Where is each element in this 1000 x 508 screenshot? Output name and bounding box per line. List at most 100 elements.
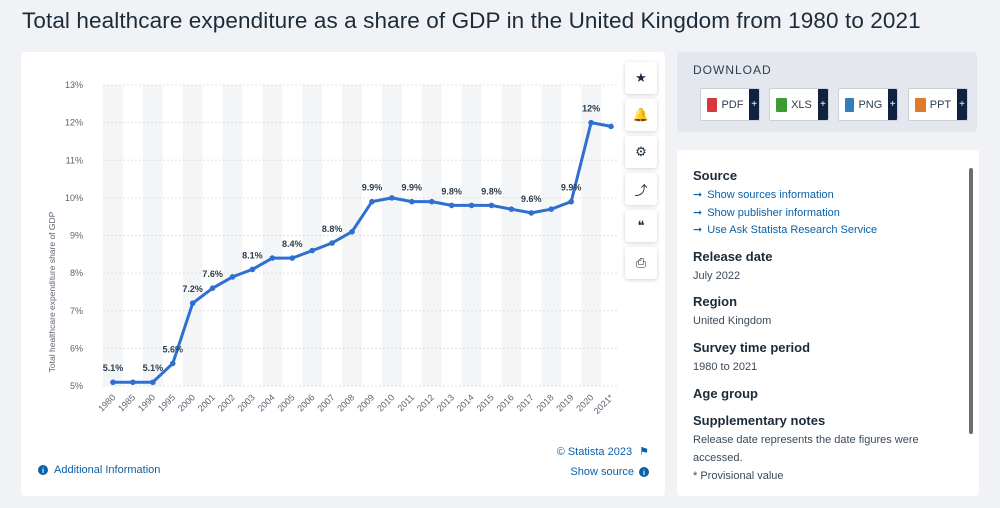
release-date-heading: Release date (693, 249, 773, 264)
show-source-link[interactable]: Show source i (570, 466, 649, 478)
supplementary-notes-heading: Supplementary notes (693, 413, 826, 428)
region-heading: Region (693, 294, 738, 309)
gear-icon: ⚙ (635, 144, 647, 159)
x-tick-label: 2014 (455, 392, 476, 413)
x-tick-label: 1990 (136, 392, 157, 413)
info-icon: i (38, 465, 48, 475)
y-tick-label: 5% (70, 381, 83, 391)
ask-statista-link[interactable]: ➞ Use Ask Statista Research Service (693, 223, 878, 237)
data-point[interactable] (110, 379, 116, 386)
scrollbar[interactable] (969, 168, 973, 434)
data-point[interactable] (428, 198, 435, 205)
data-label: 12% (582, 104, 600, 114)
data-point[interactable] (528, 210, 535, 216)
release-date-value: July 2022 (693, 270, 741, 282)
bell-button[interactable]: 🔔 (625, 99, 657, 131)
data-label: 7.2% (182, 284, 203, 294)
data-point[interactable] (548, 206, 555, 212)
details-panel: Source ➞ Show sources information ➞ Show p… (677, 150, 979, 496)
data-point[interactable] (588, 119, 594, 126)
data-point[interactable] (468, 202, 475, 209)
plus-icon[interactable]: + (749, 89, 759, 120)
page-title: Total healthcare expenditure as a share … (22, 8, 921, 33)
data-point[interactable] (289, 255, 296, 261)
arrow-right-icon: ➞ (693, 224, 703, 236)
y-tick-label: 6% (70, 343, 83, 353)
data-point[interactable] (488, 202, 495, 209)
data-point[interactable] (369, 198, 375, 205)
x-tick-label: 2008 (335, 392, 356, 413)
additional-information-link[interactable]: i Additional Information (38, 464, 160, 476)
x-tick-label: 1980 (96, 392, 117, 413)
data-point[interactable] (209, 285, 216, 291)
data-point[interactable] (508, 206, 515, 212)
download-png-button[interactable]: PNG + (838, 88, 898, 121)
plus-icon[interactable]: + (957, 89, 967, 120)
y-tick-label: 10% (65, 193, 83, 203)
x-tick-label: 2009 (355, 392, 376, 413)
x-tick-label: 2007 (315, 392, 336, 413)
show-publisher-label: Show publisher information (707, 206, 840, 219)
quote-icon: ❝ (637, 218, 645, 233)
show-sources-link[interactable]: ➞ Show sources information (693, 188, 834, 202)
plus-icon[interactable]: + (888, 89, 897, 120)
print-button[interactable]: ⎙ (625, 247, 657, 279)
download-title: DOWNLOAD (693, 63, 772, 77)
ask-statista-label: Use Ask Statista Research Service (707, 223, 878, 236)
plus-icon[interactable]: + (817, 89, 828, 120)
info-icon: i (639, 467, 649, 477)
data-label: 9.6% (521, 194, 542, 204)
download-pdf-button[interactable]: PDF + (700, 88, 760, 121)
data-point[interactable] (608, 123, 614, 130)
data-label: 9.9% (561, 183, 582, 193)
x-tick-label: 2016 (495, 392, 516, 413)
star-button[interactable]: ★ (625, 62, 657, 94)
arrow-right-icon: ➞ (693, 207, 703, 219)
gear-button[interactable]: ⚙ (625, 136, 657, 168)
data-point[interactable] (150, 379, 156, 386)
data-point[interactable] (568, 198, 574, 205)
data-label: 5.1% (103, 363, 124, 373)
png-file-icon (845, 97, 855, 112)
data-point[interactable] (448, 202, 455, 209)
bell-icon: 🔔 (632, 107, 650, 122)
download-label: PPT (929, 98, 952, 111)
data-point[interactable] (309, 247, 316, 254)
copyright-text: © Statista 2023 (556, 446, 633, 458)
data-point[interactable] (189, 300, 196, 307)
download-label: XLS (791, 98, 812, 111)
data-point[interactable] (249, 266, 256, 273)
data-label: 7.6% (202, 269, 223, 279)
x-tick-label: 1985 (116, 392, 137, 413)
age-group-heading: Age group (693, 386, 758, 401)
quote-button[interactable]: ❝ (625, 210, 657, 242)
data-point[interactable] (269, 255, 276, 261)
download-xls-button[interactable]: XLS + (769, 88, 829, 121)
data-point[interactable] (229, 274, 236, 280)
copyright[interactable]: © Statista 2023 ⚑ (557, 445, 649, 458)
data-label: 9.9% (402, 183, 423, 193)
series-line (113, 121, 612, 384)
data-point[interactable] (389, 195, 395, 201)
data-point[interactable] (169, 360, 176, 367)
x-tick-label: 2000 (176, 392, 197, 413)
data-point[interactable] (130, 379, 136, 386)
download-label: PNG (858, 98, 883, 111)
x-tick-label: 2015 (475, 392, 496, 413)
share-icon: ⤴ (634, 182, 648, 198)
survey-period-value: 1980 to 2021 (693, 361, 758, 373)
data-label: 5.6% (163, 344, 184, 354)
data-label: 9.8% (441, 186, 462, 196)
data-point[interactable] (409, 198, 415, 205)
data-point[interactable] (329, 240, 335, 246)
share-button[interactable]: ⤴ (625, 173, 657, 205)
x-tick-label: 2011 (395, 392, 416, 413)
y-tick-label: 13% (65, 80, 83, 90)
data-point[interactable] (349, 228, 355, 235)
print-icon: ⎙ (635, 255, 647, 270)
x-tick-label: 2006 (295, 392, 316, 413)
show-publisher-link[interactable]: ➞ Show publisher information (693, 206, 840, 220)
y-axis-label: Total healthcare expenditure share of GD… (47, 211, 57, 372)
line-chart: 5%6%7%8%9%10%11%12%13% 19801985199019952… (47, 80, 619, 416)
download-ppt-button[interactable]: PPT + (908, 88, 968, 121)
